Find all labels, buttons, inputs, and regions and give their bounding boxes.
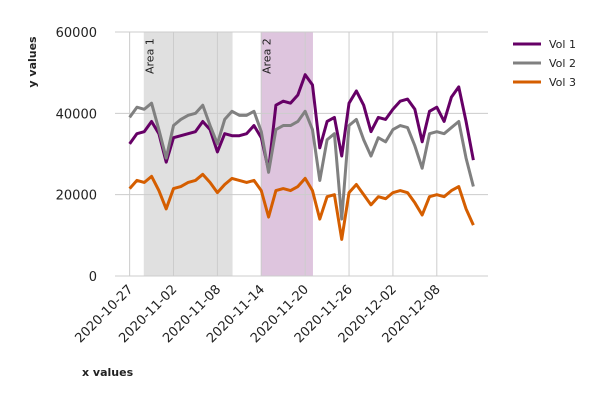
y-tick-label: 40000 [56, 107, 97, 122]
series-line [128, 73, 475, 172]
series-line [128, 101, 475, 221]
highlight-span [143, 31, 233, 277]
y-tick-label: 60000 [56, 26, 97, 41]
legend-label: Vol 1 [549, 38, 576, 51]
series-line [128, 172, 475, 241]
y-tick-label: 0 [89, 270, 97, 285]
span-label: Area 1 [143, 38, 156, 74]
y-tick-label: 20000 [56, 189, 97, 204]
span-label: Area 2 [260, 38, 273, 74]
legend-label: Vol 2 [549, 57, 576, 70]
legend-label: Vol 3 [549, 76, 576, 89]
y-axis-label: y values [26, 36, 39, 88]
x-axis-label: x values [82, 366, 134, 379]
